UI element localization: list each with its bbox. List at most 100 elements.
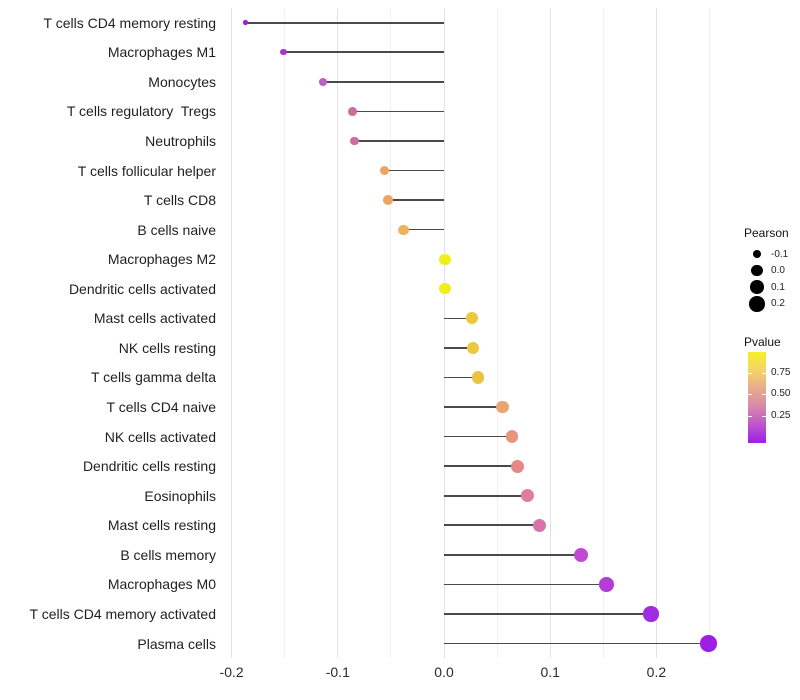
lollipop-segment <box>444 642 709 645</box>
y-axis-label: T cells gamma delta <box>90 369 216 386</box>
x-axis-tick-label: 0.0 <box>434 664 454 680</box>
y-axis-label: Mast cells activated <box>93 310 216 327</box>
lollipop-segment <box>444 583 607 586</box>
pearson-legend-title: Pearson <box>744 226 789 240</box>
pvalue-gradient-bar <box>748 352 766 443</box>
lollipop-dot <box>318 77 327 86</box>
y-axis-label: Dendritic cells activated <box>68 280 216 297</box>
lollipop-segment <box>444 524 540 527</box>
pearson-legend-dot <box>749 295 765 312</box>
x-axis-tick-label: 0.1 <box>540 664 560 680</box>
lollipop-dot <box>398 224 409 235</box>
pvalue-gradient-tick <box>762 372 766 374</box>
y-axis-label: Dendritic cells resting <box>82 458 216 475</box>
pearson-legend-dot <box>750 280 764 294</box>
major-gridline <box>655 8 657 658</box>
y-axis-label: Monocytes <box>148 73 216 90</box>
lollipop-dot <box>700 635 717 652</box>
lollipop-dot <box>510 459 524 473</box>
lollipop-dot <box>439 283 451 295</box>
lollipop-dot <box>465 312 478 325</box>
y-axis-label: B cells memory <box>120 546 216 563</box>
pearson-legend-label: 0.0 <box>771 265 785 277</box>
y-axis-label: Plasma cells <box>137 635 216 652</box>
y-axis-label: T cells follicular helper <box>77 162 216 179</box>
lollipop-segment <box>444 347 473 349</box>
y-axis-label: B cells naive <box>137 221 216 238</box>
pvalue-gradient-tick <box>762 415 766 417</box>
x-axis-tick-label: 0.2 <box>646 664 667 680</box>
x-axis-tick-label: -0.2 <box>219 664 244 680</box>
pearson-legend-dot <box>751 264 763 277</box>
pearson-legend-label: -0.1 <box>771 248 789 260</box>
y-axis-label: NK cells activated <box>104 428 216 445</box>
pearson-legend-label: 0.1 <box>771 281 785 293</box>
lollipop-segment <box>245 21 444 24</box>
lollipop-segment <box>444 317 472 320</box>
minor-gridline <box>602 8 604 658</box>
lollipop-segment <box>444 554 581 556</box>
lollipop-segment <box>444 435 512 438</box>
lollipop-dot <box>471 371 485 384</box>
y-axis-label: Mast cells resting <box>107 517 216 534</box>
lollipop-segment <box>322 80 444 83</box>
y-axis-label: T cells regulatory Tregs <box>66 103 216 120</box>
major-gridline <box>549 8 551 658</box>
lollipop-segment <box>352 110 444 113</box>
lollipop-dot <box>439 253 451 265</box>
lollipop-segment <box>444 406 503 408</box>
lollipop-dot <box>348 106 358 116</box>
y-axis-label: Macrophages M0 <box>107 576 216 593</box>
pearson-legend-label: 0.2 <box>771 298 785 310</box>
major-gridline <box>337 8 339 658</box>
lollipop-dot <box>243 20 248 25</box>
major-gridline <box>231 8 233 658</box>
minor-gridline <box>709 8 710 658</box>
pearson-legend-dot <box>752 249 762 259</box>
lollipop-segment <box>384 169 444 172</box>
lollipop-dot <box>466 341 479 354</box>
major-gridline <box>443 8 445 658</box>
lollipop-segment <box>283 51 444 54</box>
lollipop-dot <box>382 195 393 206</box>
minor-gridline <box>390 8 392 658</box>
pvalue-legend-label: 0.75 <box>771 367 791 379</box>
y-axis-label: T cells CD8 <box>143 192 216 209</box>
lollipop-dot <box>521 489 535 503</box>
y-axis-label: Neutrophils <box>145 132 216 149</box>
lollipop-dot <box>573 547 589 562</box>
lollipop-dot <box>532 518 547 532</box>
lollipop-dot <box>505 430 519 444</box>
lollipop-dot <box>379 165 390 176</box>
x-axis-tick-label: -0.1 <box>325 664 350 680</box>
lollipop-dot <box>350 136 360 146</box>
y-axis-label: T cells CD4 naive <box>106 399 216 416</box>
y-axis-label: Macrophages M1 <box>107 44 216 61</box>
lollipop-segment <box>444 376 478 379</box>
minor-gridline <box>496 8 498 658</box>
lollipop-dot <box>599 577 614 592</box>
lollipop-dot <box>280 49 287 56</box>
y-axis-label: T cells CD4 memory activated <box>29 606 216 622</box>
y-axis-label: Macrophages M2 <box>107 251 216 268</box>
pvalue-legend-label: 0.25 <box>771 410 791 422</box>
lollipop-segment <box>444 494 528 497</box>
pvalue-gradient-tick <box>748 415 752 417</box>
pvalue-gradient-tick <box>762 393 766 395</box>
lollipop-segment <box>387 199 444 201</box>
y-axis-label: Eosinophils <box>144 487 216 504</box>
pvalue-gradient-tick <box>748 372 752 374</box>
lollipop-segment <box>444 465 518 467</box>
lollipop-segment <box>444 613 652 615</box>
y-axis-label: NK cells resting <box>118 339 216 356</box>
lollipop-dot <box>496 400 509 414</box>
minor-gridline <box>284 8 286 658</box>
lollipop-segment <box>403 228 444 231</box>
lollipop-segment <box>354 140 444 142</box>
lollipop-dot <box>643 606 659 622</box>
pvalue-legend-label: 0.50 <box>771 388 791 400</box>
pvalue-legend-title: Pvalue <box>744 335 781 349</box>
y-axis-label: T cells CD4 memory resting <box>43 14 216 31</box>
pvalue-gradient-tick <box>748 393 752 395</box>
